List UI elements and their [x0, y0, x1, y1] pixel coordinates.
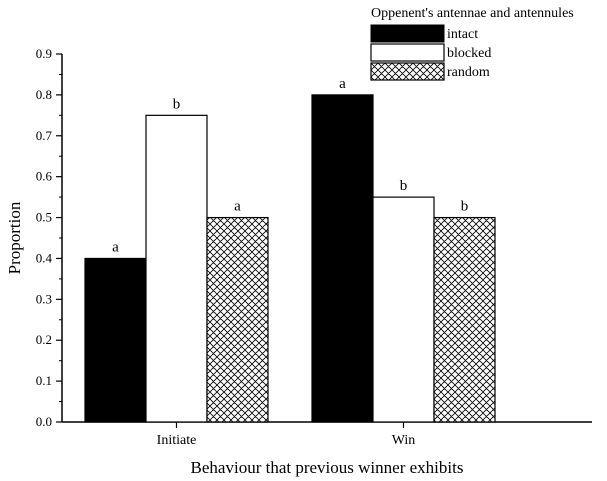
bar-random-win: [433, 216, 496, 423]
x-tick-label: Initiate: [157, 433, 197, 448]
y-tick-label: 0.2: [36, 332, 52, 347]
significance-label: b: [461, 199, 469, 215]
bar-intact-win: [311, 94, 374, 423]
significance-label: a: [339, 76, 346, 92]
bar-intact-initiate: [84, 257, 147, 423]
legend-swatch-blocked: [370, 43, 445, 62]
legend: Oppenent's antennae and antennules intac…: [370, 6, 574, 81]
significance-labels: a b a a b b: [112, 76, 468, 256]
legend-title: Oppenent's antennae and antennules: [371, 6, 574, 21]
bar-blocked-initiate: [145, 114, 208, 423]
legend-label-blocked: blocked: [447, 46, 491, 61]
y-tick-label: 0.6: [36, 169, 53, 184]
legend-label-random: random: [447, 65, 490, 80]
significance-label: a: [112, 239, 119, 255]
x-ticks: Initiate Win: [157, 422, 416, 448]
bars: [84, 94, 496, 423]
y-tick-label: 0.7: [36, 128, 53, 143]
y-tick-label: 0.3: [36, 291, 52, 306]
legend-label-intact: intact: [447, 27, 478, 42]
legend-swatch-random: [370, 62, 445, 81]
y-tick-label: 0.8: [36, 87, 52, 102]
y-ticks: 0.0 0.1 0.2 0.3 0.4 0.5 0.6 0.7 0.8 0.9: [36, 46, 62, 429]
significance-label: a: [234, 199, 241, 215]
significance-label: b: [400, 178, 408, 194]
x-tick-label: Win: [392, 433, 416, 448]
y-tick-label: 0.9: [36, 46, 52, 61]
significance-label: b: [173, 96, 181, 112]
y-axis-title: Proportion: [5, 201, 24, 274]
y-tick-label: 0.1: [36, 373, 52, 388]
bar-random-initiate: [206, 216, 269, 423]
y-tick-label: 0.5: [36, 210, 52, 225]
x-axis-title: Behaviour that previous winner exhibits: [191, 458, 464, 477]
y-tick-label: 0.0: [36, 414, 52, 429]
bar-blocked-win: [372, 196, 435, 423]
legend-swatch-intact: [370, 24, 445, 43]
y-tick-label: 0.4: [36, 250, 53, 265]
